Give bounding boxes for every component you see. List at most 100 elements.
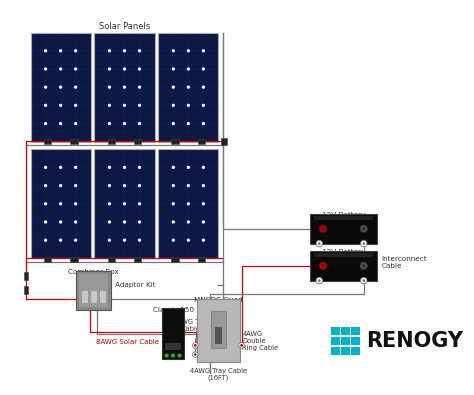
Bar — [310, 214, 377, 244]
Bar — [99, 290, 107, 303]
Circle shape — [75, 166, 77, 168]
Circle shape — [109, 166, 110, 168]
Circle shape — [60, 203, 62, 205]
Text: RENOGY: RENOGY — [366, 331, 463, 351]
Circle shape — [45, 221, 46, 223]
Circle shape — [362, 242, 365, 245]
Text: 8AWG Solar Cable: 8AWG Solar Cable — [96, 339, 159, 345]
Circle shape — [124, 239, 126, 241]
Bar — [90, 290, 97, 303]
Circle shape — [109, 122, 110, 124]
Bar — [197, 299, 240, 362]
Bar — [314, 253, 373, 256]
Circle shape — [202, 50, 204, 52]
Bar — [44, 257, 51, 261]
Circle shape — [172, 354, 174, 357]
Bar — [70, 257, 78, 261]
Bar — [158, 149, 219, 258]
Bar — [172, 139, 179, 144]
Circle shape — [124, 166, 126, 168]
Circle shape — [138, 68, 140, 70]
Circle shape — [319, 225, 327, 233]
Circle shape — [124, 104, 126, 106]
Circle shape — [124, 86, 126, 88]
Circle shape — [45, 50, 46, 52]
Circle shape — [138, 239, 140, 241]
Circle shape — [202, 221, 204, 223]
Circle shape — [178, 354, 181, 357]
Circle shape — [124, 122, 126, 124]
Text: Classic 150: Classic 150 — [153, 307, 193, 312]
Circle shape — [60, 221, 62, 223]
Circle shape — [318, 242, 321, 245]
Bar — [76, 271, 111, 310]
Circle shape — [240, 344, 243, 347]
Circle shape — [60, 239, 62, 241]
Circle shape — [202, 122, 204, 124]
Bar — [351, 347, 360, 355]
Circle shape — [60, 104, 62, 106]
Bar — [310, 251, 377, 280]
Bar — [81, 290, 88, 303]
Circle shape — [75, 184, 77, 186]
Circle shape — [316, 277, 322, 284]
Bar — [165, 342, 182, 350]
Circle shape — [138, 86, 140, 88]
Text: Interconnect
Cable: Interconnect Cable — [381, 256, 427, 269]
Circle shape — [109, 221, 110, 223]
Circle shape — [138, 122, 140, 124]
Circle shape — [124, 203, 126, 205]
Circle shape — [362, 264, 365, 268]
Circle shape — [187, 221, 189, 223]
Circle shape — [124, 68, 126, 70]
Circle shape — [173, 50, 174, 52]
Bar — [108, 139, 115, 144]
Bar — [215, 327, 222, 344]
Circle shape — [75, 122, 77, 124]
Circle shape — [124, 50, 126, 52]
Circle shape — [362, 227, 365, 231]
Circle shape — [202, 166, 204, 168]
Bar — [341, 347, 350, 355]
Circle shape — [202, 86, 204, 88]
Circle shape — [45, 104, 46, 106]
Circle shape — [109, 86, 110, 88]
Circle shape — [45, 122, 46, 124]
Circle shape — [318, 279, 321, 282]
Circle shape — [239, 342, 244, 348]
Circle shape — [187, 104, 189, 106]
Circle shape — [138, 104, 140, 106]
Bar — [331, 347, 340, 355]
Text: Solar Panels: Solar Panels — [99, 23, 150, 32]
Circle shape — [194, 353, 197, 356]
Circle shape — [187, 68, 189, 70]
Circle shape — [45, 184, 46, 186]
Bar — [331, 337, 340, 345]
Circle shape — [202, 104, 204, 106]
Circle shape — [202, 68, 204, 70]
Circle shape — [165, 354, 168, 357]
Circle shape — [321, 227, 325, 231]
Circle shape — [109, 104, 110, 106]
Circle shape — [138, 221, 140, 223]
Circle shape — [75, 50, 77, 52]
Circle shape — [361, 277, 367, 284]
Circle shape — [138, 184, 140, 186]
Circle shape — [202, 239, 204, 241]
Circle shape — [60, 86, 62, 88]
Text: 12V Battery: 12V Battery — [322, 249, 365, 255]
Circle shape — [187, 50, 189, 52]
Bar — [70, 139, 78, 144]
Circle shape — [138, 50, 140, 52]
Circle shape — [75, 239, 77, 241]
Bar — [221, 138, 227, 145]
Circle shape — [109, 68, 110, 70]
Circle shape — [173, 122, 174, 124]
Text: MNEDC Quad: MNEDC Quad — [194, 297, 243, 303]
Circle shape — [173, 166, 174, 168]
Circle shape — [60, 166, 62, 168]
Circle shape — [109, 239, 110, 241]
Text: 4AWG
Double
Ring Cable: 4AWG Double Ring Cable — [243, 331, 279, 351]
Circle shape — [60, 50, 62, 52]
Circle shape — [187, 203, 189, 205]
